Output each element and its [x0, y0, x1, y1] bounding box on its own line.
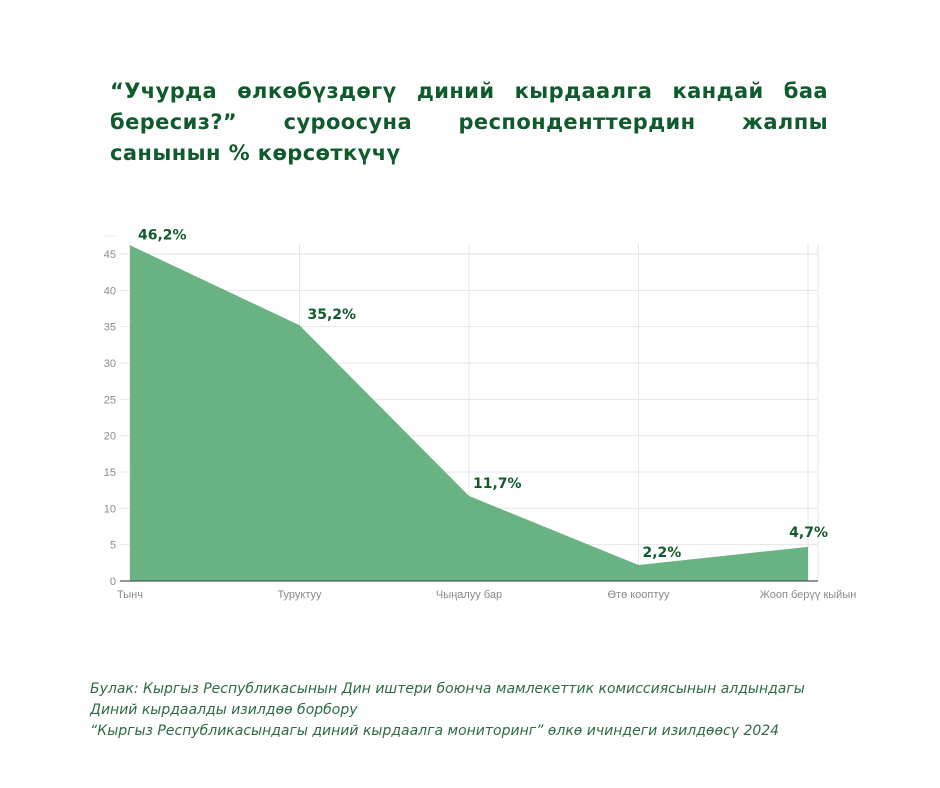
x-tick-label: Чыңалуу бар: [436, 589, 502, 601]
data-point: [468, 495, 470, 497]
y-tick-label: 20: [104, 431, 116, 443]
data-point: [638, 564, 639, 566]
y-tick-label: 25: [104, 394, 116, 406]
data-point: [299, 324, 300, 326]
y-tick-label: 10: [104, 503, 116, 515]
chart-title: “Учурда өлкөбүздөгү диний кырдаалга канд…: [110, 79, 828, 165]
data-label: 11,7%: [473, 476, 522, 492]
y-tick-label: 45: [104, 249, 116, 261]
data-point: [129, 244, 131, 246]
data-label: 35,2%: [308, 307, 357, 323]
area-fill: [130, 245, 808, 581]
x-tick-label: Тынч: [117, 589, 143, 601]
y-tick-label: 40: [104, 285, 116, 297]
area-series: [129, 244, 809, 581]
axes: 0 5 10 15 20 25 30 35 40 45 Тынч Туруктуу Чыңалуу ба…: [104, 249, 857, 601]
source-line-3: “Кыргыз Республикасындагы диний кырдаалг…: [90, 723, 780, 739]
x-tick-label: Жооп берүү кыйын: [760, 589, 857, 601]
y-tick-label: 15: [104, 467, 116, 479]
x-tick-label: Өтө кооптуу: [607, 589, 670, 601]
x-tick-label: Туруктуу: [277, 589, 322, 601]
y-tick-label: 0: [110, 576, 116, 588]
data-point: [807, 546, 809, 548]
source-line-2: Диний кырдаалды изилдөө борбору: [90, 702, 358, 718]
y-tick-label: 35: [104, 322, 116, 334]
area-chart: 0 5 10 15 20 25 30 35 40 45 Тынч Туруктуу Чыңалуу ба…: [104, 227, 857, 601]
y-tick-label: 5: [110, 540, 116, 552]
y-tick-label: 30: [104, 358, 116, 370]
data-label: 4,7%: [789, 525, 828, 541]
data-label: 46,2%: [138, 227, 187, 243]
value-labels: 46,2% 35,2% 11,7% 2,2% 4,7%: [138, 227, 828, 561]
data-label: 2,2%: [643, 545, 682, 561]
source-line-1: Булак: Кыргыз Республикасынын Дин иштери…: [90, 681, 805, 697]
source-note: Булак: Кыргыз Республикасынын Дин иштери…: [90, 679, 910, 742]
